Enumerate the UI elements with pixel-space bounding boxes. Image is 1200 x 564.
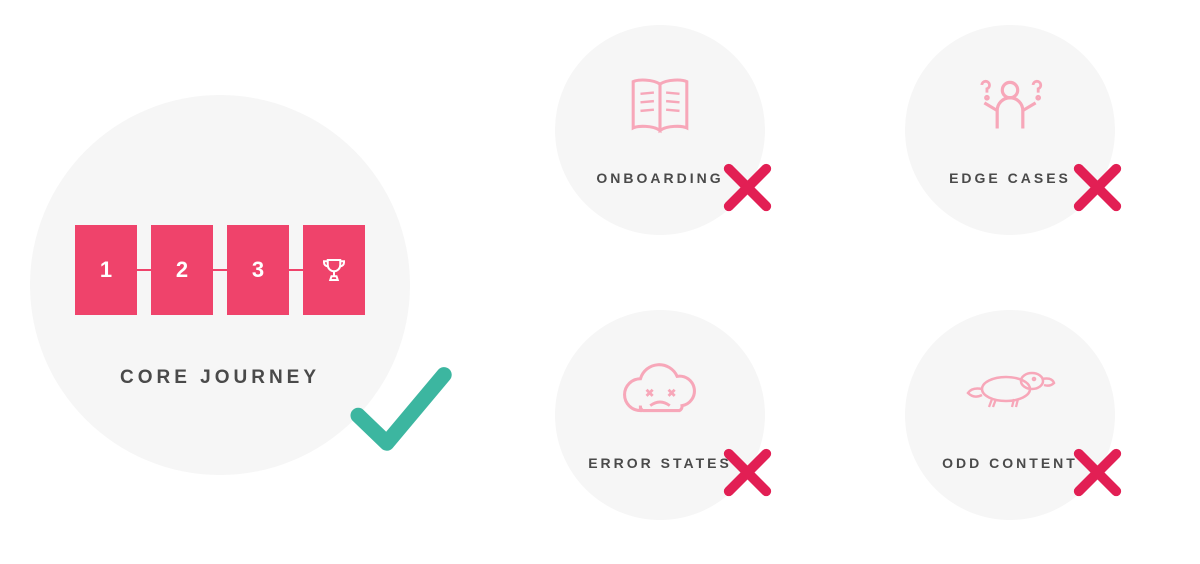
step-1-label: 1: [100, 257, 112, 283]
onboarding-circle: ONBOARDING: [555, 25, 765, 235]
edgecases-circle: EDGE CASES: [905, 25, 1115, 235]
oddcontent-label: ODD CONTENT: [942, 455, 1078, 471]
step-3-label: 3: [252, 257, 264, 283]
core-journey-label: CORE JOURNEY: [120, 367, 320, 389]
step-2: 2: [151, 225, 213, 315]
cross-icon: [1070, 160, 1125, 220]
sad-cloud-icon: [616, 352, 704, 430]
platypus-icon: [962, 352, 1058, 422]
oddcontent-circle: ODD CONTENT: [905, 310, 1115, 520]
step-connector: [137, 269, 151, 271]
infographic-stage: 1 2 3 CORE JOURNEY: [0, 0, 1200, 564]
errorstates-circle: ERROR STATES: [555, 310, 765, 520]
step-3: 3: [227, 225, 289, 315]
core-journey-circle: 1 2 3 CORE JOURNEY: [30, 95, 410, 475]
book-icon: [621, 67, 699, 145]
person-confused-icon: [969, 67, 1051, 149]
edgecases-label: EDGE CASES: [949, 170, 1071, 186]
check-icon: [345, 355, 455, 470]
step-2-label: 2: [176, 257, 188, 283]
step-trophy: [303, 225, 365, 315]
trophy-icon: [319, 255, 349, 285]
onboarding-label: ONBOARDING: [596, 170, 723, 186]
step-connector: [289, 269, 303, 271]
step-connector: [213, 269, 227, 271]
errorstates-label: ERROR STATES: [588, 455, 732, 471]
cross-icon: [720, 160, 775, 220]
cross-icon: [1070, 445, 1125, 505]
step-1: 1: [75, 225, 137, 315]
cross-icon: [720, 445, 775, 505]
journey-steps: 1 2 3: [75, 225, 365, 315]
